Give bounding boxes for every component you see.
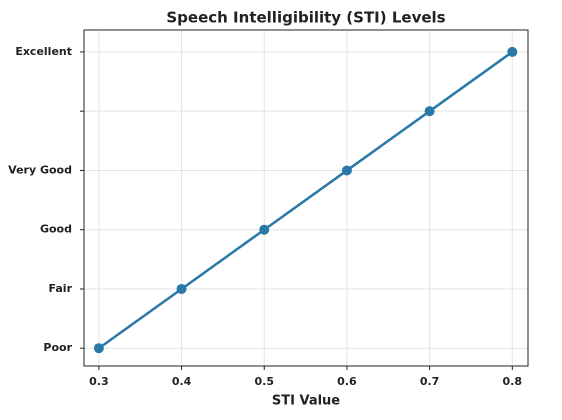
y-tick-label: Excellent xyxy=(15,45,72,58)
x-tick-label: 0.6 xyxy=(337,375,357,388)
point xyxy=(93,343,104,354)
y-tick-label: Fair xyxy=(49,282,73,295)
point xyxy=(341,165,352,176)
point xyxy=(507,46,518,57)
chart-title: Speech Intelligibility (STI) Levels xyxy=(166,9,445,27)
x-axis-label: STI Value xyxy=(272,394,340,409)
series-line xyxy=(98,50,514,350)
plot-frame xyxy=(83,29,529,367)
y-tick-label: Very Good xyxy=(8,163,72,176)
x-tick-label: 0.7 xyxy=(420,375,440,388)
x-tick-label: 0.8 xyxy=(503,375,523,388)
y-tick-label: Poor xyxy=(43,341,72,354)
x-tick-label: 0.5 xyxy=(254,375,274,388)
point xyxy=(424,106,435,117)
x-tick-label: 0.4 xyxy=(172,375,192,388)
point xyxy=(259,224,270,235)
y-tick-label: Good xyxy=(40,223,72,236)
x-tick-label: 0.3 xyxy=(89,375,109,388)
point xyxy=(176,283,187,294)
